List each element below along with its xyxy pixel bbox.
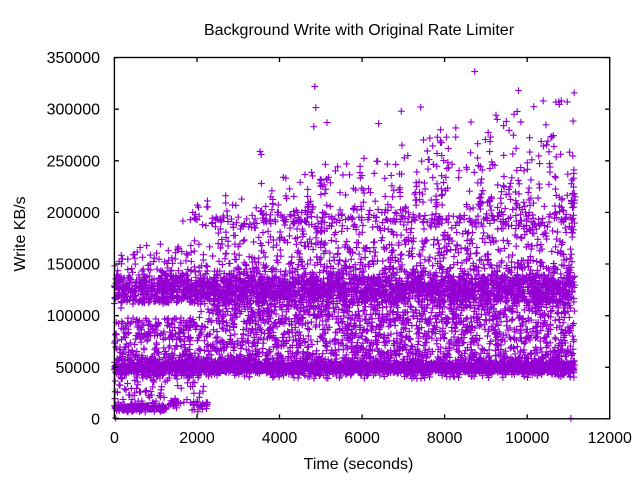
svg-text:300000: 300000 — [47, 102, 100, 119]
svg-text:6000: 6000 — [344, 430, 380, 447]
svg-text:12000: 12000 — [587, 430, 632, 447]
svg-text:4000: 4000 — [262, 430, 298, 447]
svg-text:Write KB/s: Write KB/s — [12, 196, 29, 271]
svg-text:0: 0 — [91, 411, 100, 428]
svg-text:Time (seconds): Time (seconds) — [304, 456, 414, 473]
svg-text:8000: 8000 — [427, 430, 463, 447]
svg-text:350000: 350000 — [47, 50, 100, 67]
svg-text:Background Write with Original: Background Write with Original Rate Limi… — [204, 22, 515, 39]
svg-text:100000: 100000 — [47, 308, 100, 325]
svg-text:0: 0 — [110, 430, 119, 447]
svg-text:200000: 200000 — [47, 205, 100, 222]
svg-text:10000: 10000 — [505, 430, 550, 447]
svg-text:250000: 250000 — [47, 153, 100, 170]
svg-text:50000: 50000 — [56, 360, 101, 377]
svg-text:150000: 150000 — [47, 257, 100, 274]
svg-text:2000: 2000 — [179, 430, 215, 447]
